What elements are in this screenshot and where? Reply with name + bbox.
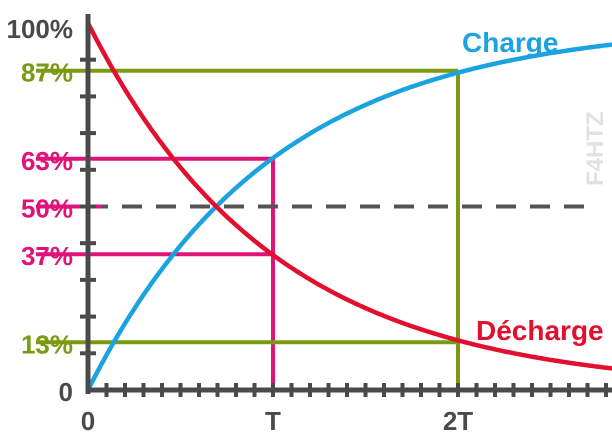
series-line-decharge [85,21,612,371]
series-label-decharge: Décharge [476,315,604,346]
curves [85,21,612,392]
y-label-13: 13% [21,329,73,359]
y-label-87: 87% [21,58,73,88]
y-tick-label-0: 0 [59,377,73,407]
x-tick-label-0: 0 [81,406,95,436]
y-label-63: 63% [21,146,73,176]
series-line-charge [85,42,612,392]
labels: 87% 63% 50% 37% 13% Charge Décharge 100% 00 T 2T F4… [7,14,610,436]
x-tick-label-2t: 2T [443,406,473,436]
reference-lines [36,68,588,390]
y-label-50: 50% [21,194,73,224]
series-label-charge: Charge [462,27,558,58]
axes [80,14,612,397]
x-tick-label-t: T [265,406,281,436]
y-label-37: 37% [21,241,73,271]
y-tick-label-100: 100% [7,14,74,44]
watermark-text: F4HTZ [582,111,609,186]
